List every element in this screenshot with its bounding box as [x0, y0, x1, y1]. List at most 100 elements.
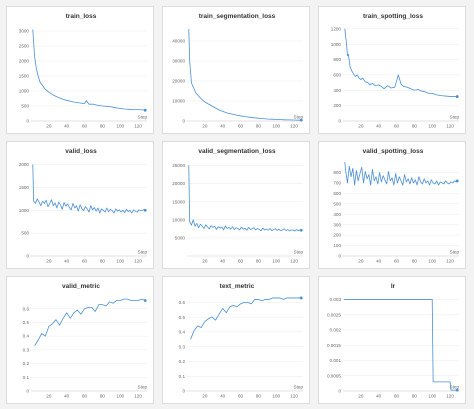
x-tick-label: 60: [238, 259, 244, 264]
x-axis-label: Step: [294, 115, 304, 120]
last-point-marker: [299, 296, 303, 300]
x-tick-label: 20: [202, 394, 208, 399]
x-tick-label: 40: [376, 124, 382, 129]
y-tick-label: 0: [338, 389, 341, 394]
chart-title: valid_metric: [62, 283, 100, 290]
x-tick-label: 80: [256, 259, 262, 264]
last-point-marker: [143, 108, 147, 112]
series-line: [32, 164, 146, 214]
x-tick-label: 40: [220, 259, 226, 264]
y-tick-label: 400: [333, 88, 341, 93]
x-tick-label: 100: [116, 259, 124, 264]
y-tick-label: 0.002: [330, 328, 342, 333]
chart-title: lr: [391, 283, 396, 290]
y-tick-label: 0.5: [179, 315, 186, 320]
x-tick-label: 80: [412, 394, 418, 399]
x-tick-label: 100: [272, 259, 280, 264]
series-line: [34, 298, 146, 346]
x-tick-label: 80: [412, 259, 418, 264]
chart-title: valid_segmentation_loss: [198, 148, 276, 155]
x-tick-label: 100: [428, 124, 436, 129]
chart-card-text-metric: text_metric 0 0.1 0.2 0.3 0.4 0.5 0.6 20 40 60 80 10…: [162, 276, 310, 404]
x-tick-label: 120: [134, 394, 142, 399]
chart-svg: text_metric 0 0.1 0.2 0.3 0.4 0.5 0.6 20 40 60 80 10…: [179, 283, 304, 399]
y-tick-label: 10000: [172, 99, 185, 104]
x-tick-label: 20: [358, 124, 364, 129]
y-tick-label: 500: [21, 231, 29, 236]
x-tick-label: 120: [446, 259, 454, 264]
y-tick-label: 15000: [172, 199, 185, 204]
y-tick-label: 0: [182, 119, 185, 124]
x-tick-label: 100: [272, 394, 280, 399]
x-tick-label: 20: [202, 259, 208, 264]
y-tick-label: 1000: [19, 89, 30, 94]
x-tick-label: 80: [256, 124, 262, 129]
x-tick-label: 60: [238, 394, 244, 399]
y-tick-label: 100: [333, 243, 341, 248]
series-line: [344, 28, 458, 97]
x-tick-label: 80: [256, 394, 262, 399]
chart-title: train_loss: [66, 13, 97, 20]
y-tick-label: 5000: [175, 235, 186, 240]
chart-svg: train_segmentation_loss 0 10000 20000 30000 4…: [172, 13, 304, 129]
last-point-marker: [455, 179, 459, 183]
y-tick-label: 0.3: [23, 347, 30, 352]
x-tick-label: 60: [394, 394, 400, 399]
x-tick-label: 100: [116, 124, 124, 129]
chart-card-train-segmentation-loss: train_segmentation_loss 0 10000 20000 30000 4…: [162, 6, 310, 134]
y-tick-label: 3000: [19, 29, 30, 34]
x-tick-label: 40: [376, 259, 382, 264]
chart-svg: train_spotting_loss 0 200 400 600 800 1000 1200…: [331, 13, 460, 129]
y-tick-label: 500: [333, 201, 341, 206]
x-tick-label: 60: [82, 394, 88, 399]
y-tick-label: 600: [333, 73, 341, 78]
chart-svg: valid_metric 0 0.1 0.2 0.3 0.4 0.5 0.6 20 40 60 80 1…: [23, 283, 148, 399]
y-tick-label: 0.0015: [327, 343, 341, 348]
x-tick-label: 100: [272, 124, 280, 129]
x-tick-label: 20: [202, 124, 208, 129]
chart-svg: valid_loss 0 500 1000 1500 2000 20 40 60 80 100 120…: [19, 148, 148, 264]
chart-title: valid_loss: [65, 148, 97, 155]
y-tick-label: 0.4: [23, 334, 30, 339]
y-tick-label: 0: [182, 389, 185, 394]
x-tick-label: 20: [46, 124, 52, 129]
y-tick-label: 0.5: [23, 320, 30, 325]
chart-title: train_spotting_loss: [363, 13, 423, 20]
last-point-marker: [143, 208, 147, 212]
y-tick-label: 0.6: [179, 300, 186, 305]
y-tick-label: 0: [26, 254, 29, 259]
last-point-marker: [299, 118, 303, 122]
x-axis-label: Step: [450, 115, 460, 120]
y-tick-label: 0.001: [330, 358, 342, 363]
x-tick-label: 120: [134, 124, 142, 129]
chart-card-lr: lr 0 0.0005 0.001 0.0015 0.002 0.0025 0.003 20 40…: [318, 276, 466, 404]
x-tick-label: 80: [412, 124, 418, 129]
y-tick-label: 800: [333, 170, 341, 175]
x-tick-label: 100: [428, 259, 436, 264]
x-tick-label: 80: [100, 124, 106, 129]
x-axis-label: Step: [450, 385, 460, 390]
x-tick-label: 60: [394, 124, 400, 129]
x-tick-label: 40: [220, 124, 226, 129]
chart-card-valid-spotting-loss: valid_spotting_loss 0 100 200 300 400 500 600 70…: [318, 141, 466, 269]
y-tick-label: 1500: [19, 74, 30, 79]
last-point-marker: [455, 95, 459, 98]
y-tick-label: 0.2: [179, 359, 186, 364]
chart-svg: train_loss 0 500 1000 1500 2000 2500 3000 20 40 60…: [19, 13, 148, 129]
chart-svg: lr 0 0.0005 0.001 0.0015 0.002 0.0025 0.003 20 40…: [327, 283, 460, 399]
y-tick-label: 0: [338, 254, 341, 259]
y-tick-label: 0.6: [23, 306, 30, 311]
y-tick-label: 40000: [172, 39, 185, 44]
series-line: [344, 162, 458, 186]
last-point-marker: [455, 388, 459, 392]
y-tick-label: 300: [333, 222, 341, 227]
y-tick-label: 1000: [19, 208, 30, 213]
x-tick-label: 20: [358, 394, 364, 399]
x-axis-label: Step: [138, 250, 148, 255]
last-point-marker: [299, 228, 303, 232]
chart-svg: valid_spotting_loss 0 100 200 300 400 500 600 70…: [333, 148, 459, 264]
x-tick-label: 60: [394, 259, 400, 264]
y-tick-label: 25000: [172, 163, 185, 168]
chart-card-valid-segmentation-loss: valid_segmentation_loss 5000 10000 15000 200…: [162, 141, 310, 269]
chart-title: train_segmentation_loss: [199, 13, 276, 20]
